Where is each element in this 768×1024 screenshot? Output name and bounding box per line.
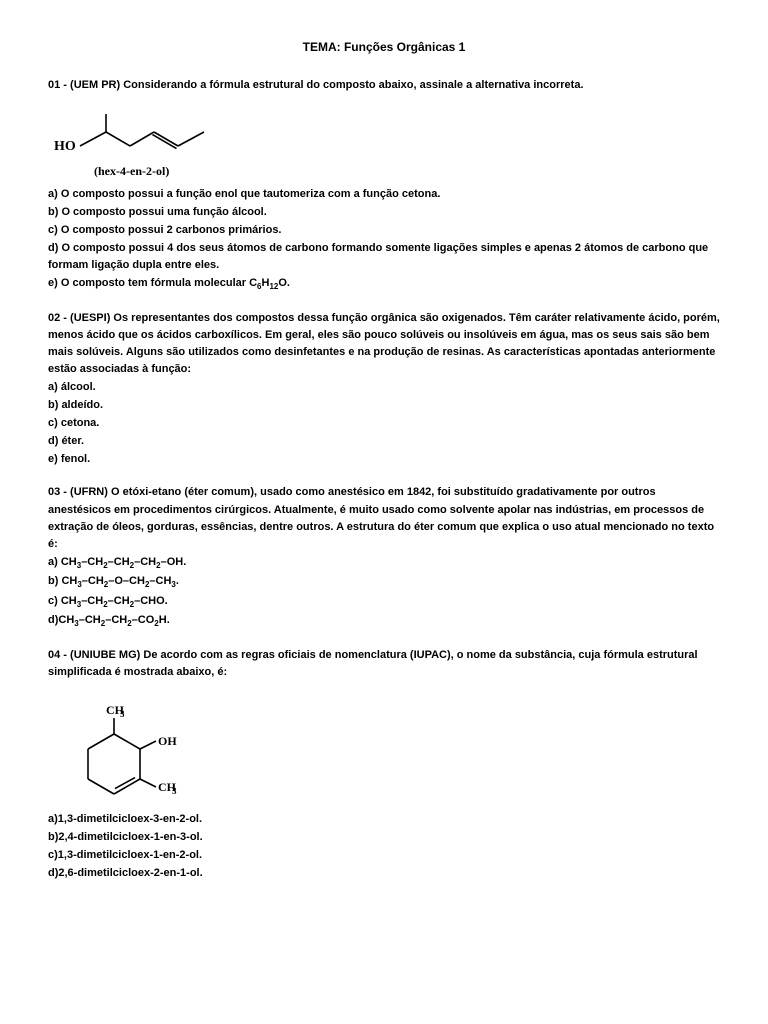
q3-option-d: d)CH3–CH2–CH2–CO2H. (48, 612, 720, 631)
q3-option-c: c) CH3–CH2–CH2–CHO. (48, 593, 720, 612)
svg-text:HO: HO (54, 139, 76, 154)
question-3: 03 - (UFRN) O etóxi-etano (éter comum), … (48, 484, 720, 631)
q4-option-a: a)1,3-dimetilcicloex-3-en-2-ol. (48, 811, 720, 828)
q4-options: a)1,3-dimetilcicloex-3-en-2-ol. b)2,4-di… (48, 811, 720, 882)
svg-text:3: 3 (172, 786, 177, 796)
page-title: TEMA: Funções Orgânicas 1 (48, 38, 720, 57)
molecule-2-svg: CH3OHCH3 (48, 689, 208, 809)
question-4: 04 - (UNIUBE MG) De acordo com as regras… (48, 647, 720, 882)
molecule-1-svg: HO (48, 102, 228, 162)
q2-option-b: b) aldeído. (48, 397, 720, 414)
q2-option-d: d) éter. (48, 433, 720, 450)
q1-option-d: d) O composto possui 4 dos seus átomos d… (48, 240, 720, 274)
q1-stem: Considerando a fórmula estrutural do com… (120, 79, 583, 91)
q4-option-b: b)2,4-dimetilcicloex-1-en-3-ol. (48, 829, 720, 846)
q2-stem: Os representantes dos compostos dessa fu… (48, 312, 720, 375)
svg-text:OH: OH (158, 734, 177, 748)
q1-options: a) O composto possui a função enol que t… (48, 186, 720, 294)
q1-caption: (hex-4-en-2-ol) (94, 162, 720, 181)
svg-text:3: 3 (120, 709, 125, 719)
q1-number: 01 - (UEM PR) (48, 79, 120, 91)
q3-option-b: b) CH3–CH2–O–CH2–CH3. (48, 573, 720, 592)
q4-stem: De acordo com as regras oficiais de nome… (48, 649, 698, 678)
q4-number: 04 - (UNIUBE MG) (48, 649, 140, 661)
q2-options: a) álcool. b) aldeído. c) cetona. d) éte… (48, 379, 720, 468)
q2-option-e: e) fenol. (48, 451, 720, 468)
q1-option-b: b) O composto possui uma função álcool. (48, 204, 720, 221)
q1-option-a: a) O composto possui a função enol que t… (48, 186, 720, 203)
q4-structure: CH3OHCH3 (48, 689, 720, 809)
q1-option-e: e) O composto tem fórmula molecular C6H1… (48, 275, 720, 294)
q2-option-c: c) cetona. (48, 415, 720, 432)
q1-structure: HO (hex-4-en-2-ol) (48, 102, 720, 181)
q3-options: a) CH3–CH2–CH2–CH2–OH. b) CH3–CH2–O–CH2–… (48, 554, 720, 631)
q3-stem: O etóxi-etano (éter comum), usado como a… (48, 486, 714, 549)
q4-option-d: d)2,6-dimetilcicloex-2-en-1-ol. (48, 865, 720, 882)
q2-number: 02 - (UESPI) (48, 312, 110, 324)
q1-option-c: c) O composto possui 2 carbonos primário… (48, 222, 720, 239)
question-2: 02 - (UESPI) Os representantes dos compo… (48, 310, 720, 468)
question-1: 01 - (UEM PR) Considerando a fórmula est… (48, 77, 720, 294)
q3-option-a: a) CH3–CH2–CH2–CH2–OH. (48, 554, 720, 573)
q4-option-c: c)1,3-dimetilcicloex-1-en-2-ol. (48, 847, 720, 864)
q3-number: 03 - (UFRN) (48, 486, 108, 498)
q2-option-a: a) álcool. (48, 379, 720, 396)
